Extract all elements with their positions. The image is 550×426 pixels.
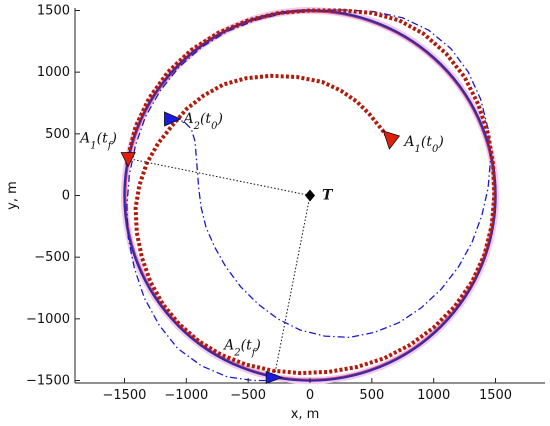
x-tick-label: −1000 — [164, 388, 208, 403]
y-tick-label: 1000 — [37, 65, 70, 80]
x-tick-label: 500 — [359, 388, 384, 403]
a2-trajectory — [126, 9, 492, 382]
label-a1-t0: A1(t0) — [402, 134, 443, 155]
label-a2-tf: A2(tf) — [222, 337, 261, 358]
marker-a1-t0 — [382, 130, 401, 150]
x-tick-label: −500 — [230, 388, 266, 403]
y-tick-label: −1000 — [26, 312, 70, 327]
plot-area: T A1(t0) A2(t0) A1(tf) A2(tf) — [74, 6, 545, 385]
x-tick-label: 1000 — [417, 388, 450, 403]
label-a2-t0: A2(t0) — [181, 111, 222, 132]
label-a1-tf: A1(tf) — [78, 130, 117, 151]
x-axis-label: x, m — [291, 407, 320, 422]
y-tick-label: 500 — [45, 127, 70, 142]
a1-trajectory — [124, 8, 497, 376]
y-axis-label: y, m — [5, 181, 20, 210]
y-tick-label: −1500 — [26, 374, 70, 389]
x-tick-label: 0 — [306, 388, 314, 403]
marker-a2-t0 — [164, 111, 182, 127]
y-tick-label: −500 — [34, 250, 70, 265]
y-tick-label: 0 — [62, 189, 70, 204]
los-line-a2 — [273, 195, 311, 378]
marker-a1-tf — [120, 152, 136, 168]
target-marker — [305, 189, 315, 202]
x-axis-ticks: −1500 −1000 −500 0 500 1000 1500 — [102, 378, 512, 403]
y-axis-ticks: −1500 −1000 −500 0 500 1000 1500 — [26, 3, 80, 389]
marker-a2-tf — [265, 370, 284, 385]
x-tick-label: 1500 — [479, 388, 512, 403]
target-label: T — [322, 188, 334, 204]
los-line-a1 — [128, 158, 311, 196]
x-tick-label: −1500 — [102, 388, 146, 403]
y-tick-label: 1500 — [37, 3, 70, 18]
